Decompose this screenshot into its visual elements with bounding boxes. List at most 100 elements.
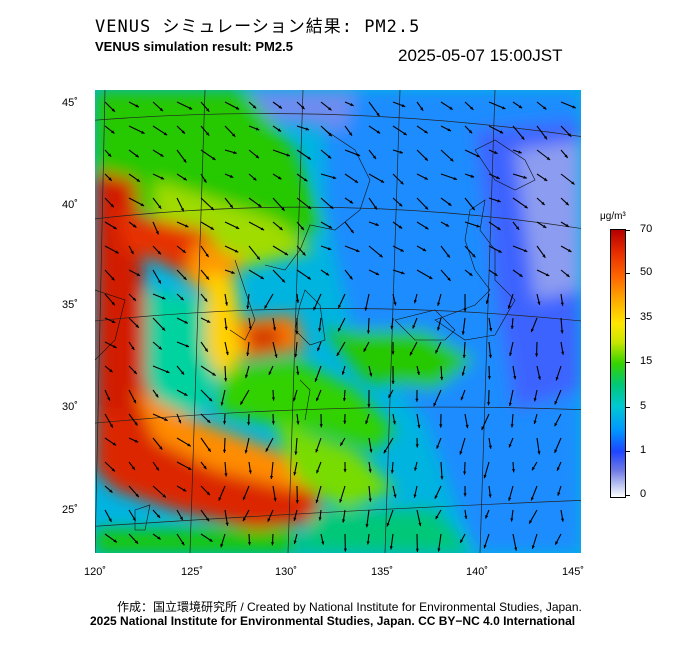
wind-arrow-head	[440, 476, 444, 480]
wind-arrow-head	[418, 522, 422, 527]
wind-arrow-head	[109, 369, 113, 373]
wind-arrow-head	[435, 515, 439, 520]
wind-arrow-head	[554, 422, 558, 427]
wind-arrow-head	[278, 176, 282, 180]
wind-arrow-head	[415, 548, 419, 552]
wind-arrow-head	[533, 398, 537, 402]
wind-arrow-head	[229, 204, 233, 208]
wind-arrow-head	[253, 177, 257, 181]
wind-arrow-head	[178, 419, 182, 424]
wind-arrow-head	[110, 203, 114, 208]
wind-arrow-head	[365, 420, 369, 425]
wind-arrow-head	[235, 225, 240, 229]
lon-label-120: 120˚	[84, 566, 107, 578]
wind-arrow-head	[134, 540, 139, 544]
wind-arrow-head	[296, 299, 300, 303]
wind-arrow-head	[321, 541, 325, 545]
wind-arrow-head	[354, 179, 358, 183]
wind-arrow-head	[521, 136, 525, 140]
wind-arrow-head	[316, 469, 320, 474]
wind-arrow-head	[204, 298, 208, 302]
wind-arrow-head	[107, 397, 110, 401]
wind-arrow-head	[524, 205, 528, 209]
wind-arrow-head	[488, 354, 492, 359]
wind-arrow-head	[476, 224, 480, 228]
wind-arrow-head	[494, 150, 498, 154]
wind-arrow-head	[318, 517, 322, 521]
wind-arrow-head	[463, 471, 467, 475]
wind-arrow-head	[416, 371, 420, 375]
wind-arrow-head	[343, 469, 347, 473]
wind-arrow-head	[307, 156, 311, 160]
wind-arrow-head	[113, 345, 117, 348]
wind-arrow-head	[224, 378, 228, 382]
wind-arrow-head	[545, 273, 550, 276]
wind-arrow-head	[414, 467, 418, 471]
wind-arrow-head	[489, 328, 493, 332]
wind-arrow-head	[159, 107, 163, 112]
wind-arrow-head	[446, 254, 450, 258]
wind-arrow-head	[445, 223, 450, 227]
colorbar-tick	[626, 273, 630, 274]
colorbar-label-15: 15	[640, 355, 653, 367]
wind-arrow-head	[319, 424, 323, 428]
wind-arrow-head	[338, 327, 341, 332]
wind-arrow-head	[232, 133, 236, 137]
wind-arrow-head	[393, 302, 397, 306]
wind-arrow-head	[109, 489, 113, 493]
wind-arrow-head	[400, 181, 404, 185]
wind-arrow-head	[296, 421, 300, 425]
wind-arrow-head	[497, 226, 501, 230]
wind-arrow-head	[248, 470, 252, 474]
wind-arrow-head	[365, 524, 369, 528]
wind-arrow-head	[568, 249, 572, 252]
wind-arrow-head	[476, 154, 480, 158]
wind-arrow-head	[367, 404, 371, 408]
wind-arrow-head	[413, 299, 417, 304]
wind-arrow-head	[293, 472, 297, 476]
wind-arrow-head	[336, 352, 340, 356]
wind-arrow-head	[162, 494, 166, 498]
wind-arrow-head	[338, 304, 342, 309]
wind-arrow-head	[369, 373, 373, 377]
wind-arrow-head	[356, 153, 361, 157]
wind-arrow-head	[157, 280, 161, 284]
wind-arrow-head	[546, 156, 551, 160]
wind-arrow-head	[494, 272, 498, 276]
wind-arrow-head	[471, 206, 475, 211]
wind-arrow-head	[449, 106, 453, 110]
wind-arrows	[104, 101, 577, 552]
wind-arrow-head	[132, 517, 136, 521]
wind-arrow-head	[203, 465, 207, 470]
wind-arrow-head	[390, 325, 394, 330]
wind-arrow-head	[273, 498, 277, 502]
wind-arrow-head	[205, 276, 209, 280]
wind-arrow-head	[566, 273, 570, 277]
wind-arrow-head	[341, 371, 345, 375]
lat-label-35: 35˚	[62, 299, 78, 311]
wind-arrow-head	[233, 151, 237, 155]
wind-arrow-head	[183, 177, 187, 181]
graticule	[95, 90, 581, 553]
wind-arrow-head	[392, 420, 396, 425]
wind-arrow-head	[279, 226, 283, 231]
wind-arrow-head	[131, 466, 135, 470]
wind-arrow-head	[135, 493, 139, 498]
wind-arrow-head	[372, 155, 376, 159]
wind-arrow-head	[225, 522, 229, 526]
wind-arrow-head	[379, 254, 383, 258]
wind-arrow-head	[433, 402, 437, 407]
wind-arrow-head	[315, 499, 319, 504]
wind-arrow-head	[439, 424, 443, 428]
wind-arrow-head	[398, 225, 403, 229]
wind-arrow-head	[523, 175, 527, 179]
wind-arrow-head	[363, 348, 367, 352]
wind-arrow-head	[113, 226, 117, 230]
wind-arrow-head	[205, 253, 209, 258]
wind-arrow-head	[350, 103, 354, 106]
wind-arrow-head	[469, 272, 473, 276]
wind-arrow-head	[182, 249, 186, 253]
wind-arrow-head	[108, 518, 112, 522]
wind-arrow-head	[247, 542, 251, 546]
wind-arrow-head	[472, 254, 476, 258]
